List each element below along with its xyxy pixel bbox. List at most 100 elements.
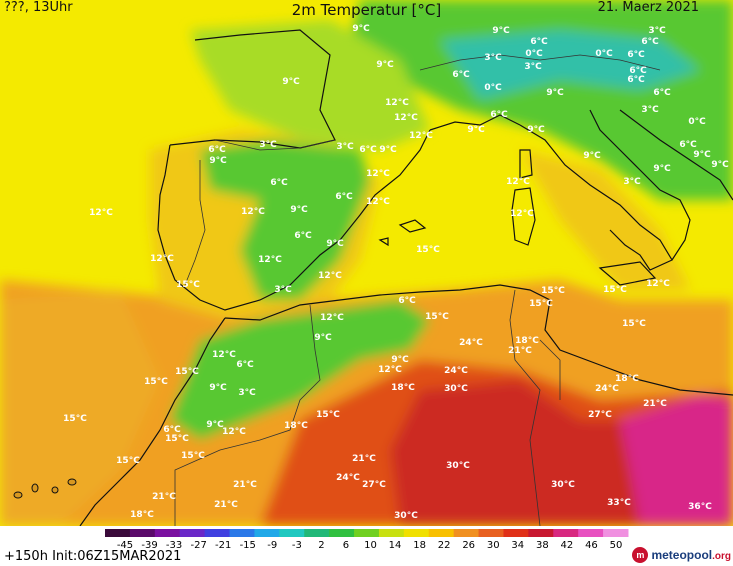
temperature-label: 9°C — [290, 205, 308, 215]
temperature-fields — [0, 0, 733, 526]
border-esp-prt — [184, 160, 206, 286]
temperature-label: 9°C — [653, 164, 671, 174]
legend-tick: -33 — [165, 540, 183, 551]
temperature-label: 3°C — [336, 142, 354, 152]
temperature-label: 15°C — [529, 299, 553, 309]
legend-swatch — [503, 529, 529, 537]
legend-swatch — [428, 529, 455, 537]
legend-swatch — [403, 529, 430, 537]
coast-france-atlantic — [169, 29, 336, 149]
temperature-label: 9°C — [314, 333, 332, 343]
temperature-label: 12°C — [241, 207, 265, 217]
temperature-label: 15°C — [63, 414, 87, 424]
temperature-label: 9°C — [492, 26, 510, 36]
legend-tick: 18 — [413, 540, 426, 551]
legend-tick: -39 — [141, 540, 158, 551]
field-atlantic-warm — [0, 290, 160, 526]
border-alpine — [419, 54, 661, 71]
temperature-label: 21°C — [214, 500, 238, 510]
logo[interactable]: m meteopool.org — [632, 547, 731, 563]
temperature-label: 15°C — [116, 456, 140, 466]
legend-tick: -9 — [267, 540, 278, 551]
temperature-label: 18°C — [130, 510, 154, 520]
temperature-label: 3°C — [623, 177, 641, 187]
temperature-label: 12°C — [150, 254, 174, 264]
temperature-label: 6°C — [270, 178, 288, 188]
temperature-label: 24°C — [595, 384, 619, 394]
temperature-label: 12°C — [222, 427, 246, 437]
temperature-label: 12°C — [258, 255, 282, 265]
temperature-label: 15°C — [416, 245, 440, 255]
logo-text: meteopool.org — [651, 548, 731, 562]
temperature-labels: 9°C 9°C6°C3°C6°C3°C 0°C 0°C 6°C9°C6°C3°C 6°C6… — [63, 24, 729, 521]
temperature-label: 9°C — [546, 88, 564, 98]
temperature-label: 12°C — [378, 365, 402, 375]
temperature-label: 9°C — [352, 24, 370, 34]
legend-tick: -45 — [116, 540, 134, 551]
field-extreme — [620, 395, 733, 526]
legend-swatch — [528, 529, 554, 537]
temperature-label: 3°C — [238, 388, 256, 398]
temperature-label: 9°C — [693, 150, 711, 160]
temperature-label: 9°C — [467, 125, 485, 135]
temperature-label: 21°C — [643, 399, 667, 409]
legend-tick: 14 — [388, 540, 402, 551]
field-france — [190, 20, 430, 150]
temperature-label: 9°C — [206, 420, 224, 430]
temperature-label: 33°C — [607, 498, 631, 508]
border-fra-esp — [214, 139, 336, 151]
coast-iberia — [157, 129, 431, 311]
temperature-label: 18°C — [515, 336, 539, 346]
temperature-label: 12°C — [385, 98, 409, 108]
legend-tick: 2 — [318, 540, 325, 551]
island-3 — [51, 486, 59, 494]
temperature-label: 12°C — [409, 131, 433, 141]
coast-balearics — [378, 219, 427, 247]
legend-tick: 38 — [535, 540, 549, 551]
field-italy — [520, 150, 690, 290]
temperature-label: 6°C — [236, 360, 254, 370]
temperature-label: 12°C — [510, 209, 534, 219]
temperature-label: 18°C — [615, 374, 639, 384]
legend-ticks: -45 -39 -33 -27 -21 -15 -9 -3 2 6 10 14 18 22 26 30 34 38… — [0, 540, 733, 553]
temperature-label: 9°C — [209, 383, 227, 393]
legend-tick: 42 — [560, 540, 574, 551]
temperature-label: 6°C — [452, 70, 470, 80]
legend-swatch — [105, 529, 131, 537]
temperature-label: 30°C — [551, 480, 575, 490]
border-mar-alg — [174, 304, 321, 526]
temperature-label: 15°C — [425, 312, 449, 322]
temperature-label: 12°C — [646, 279, 670, 289]
temperature-label: 6°C — [359, 145, 377, 155]
temperature-label: 6°C — [679, 140, 697, 150]
legend-swatch — [254, 529, 280, 537]
temperature-label: 0°C — [484, 83, 502, 93]
temperature-label: 9°C — [379, 145, 397, 155]
legend-swatch — [229, 529, 255, 537]
legend-tick: -3 — [291, 540, 302, 551]
legend-tick: 46 — [585, 540, 598, 551]
legend-swatch — [453, 529, 480, 537]
legend-tick: -15 — [239, 540, 256, 551]
temperature-label: 9°C — [711, 160, 729, 170]
temperature-label: 6°C — [294, 231, 312, 241]
temperature-label: 6°C — [627, 50, 645, 60]
legend-swatch — [329, 529, 355, 537]
temperature-label: 15°C — [181, 451, 205, 461]
temperature-label: 6°C — [490, 110, 508, 120]
legend-swatch — [129, 529, 156, 537]
temperature-label: 15°C — [316, 410, 340, 420]
temperature-label: 9°C — [527, 125, 545, 135]
temperature-label: 12°C — [506, 177, 530, 187]
temperature-label: 9°C — [209, 156, 227, 166]
island-4 — [67, 478, 77, 486]
legend-tick: -27 — [190, 540, 207, 551]
temperature-label: 6°C — [530, 37, 548, 47]
temperature-label: 6°C — [627, 75, 645, 85]
canary-islands — [13, 478, 77, 499]
temperature-label: 6°C — [641, 37, 659, 47]
legend-tick: 50 — [609, 540, 623, 551]
temperature-label: 3°C — [259, 140, 277, 150]
legend-tick: 22 — [437, 540, 451, 551]
temperature-label: 30°C — [444, 384, 468, 394]
